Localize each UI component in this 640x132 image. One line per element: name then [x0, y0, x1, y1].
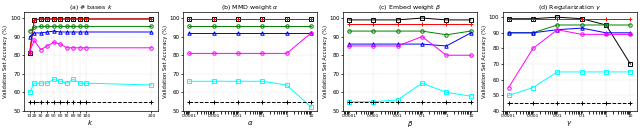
- Y-axis label: Validation Set Accuracy (%): Validation Set Accuracy (%): [483, 25, 488, 98]
- Y-axis label: Validation Set Accuracy (%): Validation Set Accuracy (%): [3, 25, 8, 98]
- X-axis label: $k$: $k$: [88, 118, 93, 127]
- X-axis label: $\gamma$: $\gamma$: [566, 119, 573, 128]
- Y-axis label: Validation Set Accuracy (%): Validation Set Accuracy (%): [163, 25, 168, 98]
- Y-axis label: Validation Set Accuracy (%): Validation Set Accuracy (%): [323, 25, 328, 98]
- X-axis label: $\alpha$: $\alpha$: [247, 119, 253, 127]
- Title: (c) Embed weight $\beta$: (c) Embed weight $\beta$: [378, 3, 442, 12]
- X-axis label: $\beta$: $\beta$: [407, 119, 413, 129]
- Title: (b) MMD weight $\alpha$: (b) MMD weight $\alpha$: [221, 3, 279, 12]
- Title: (a) # bases $k$: (a) # bases $k$: [68, 3, 113, 12]
- Title: (d) Regularization $\gamma$: (d) Regularization $\gamma$: [538, 3, 602, 12]
